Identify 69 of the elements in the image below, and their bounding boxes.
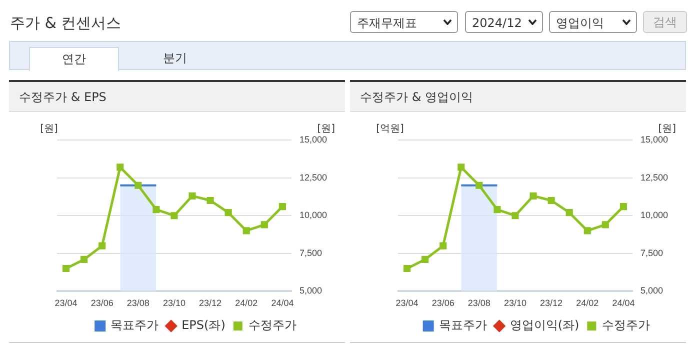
point <box>602 221 609 228</box>
x-tick-label: 23/06 <box>432 298 454 308</box>
x-tick-label: 23/12 <box>540 298 563 308</box>
x-tick-label: 24/04 <box>271 298 294 308</box>
point <box>116 164 124 171</box>
x-tick-label: 23/10 <box>162 298 186 308</box>
x-tick-label: 24/02 <box>576 298 599 308</box>
y2-tick-label: 12,500 <box>640 172 668 182</box>
y2-tick-label: 12,500 <box>299 172 328 182</box>
x-tick-label: 23/04 <box>396 298 418 308</box>
point <box>512 212 519 220</box>
point <box>134 182 142 189</box>
x-tick-label: 24/02 <box>235 298 258 308</box>
point <box>440 242 447 250</box>
legend-label: 목표주가 <box>438 318 487 332</box>
point <box>458 164 465 171</box>
text: 분기 <box>162 50 188 67</box>
x-tick-label: 23/06 <box>90 298 114 308</box>
y2-tick-label: 7,500 <box>640 248 664 258</box>
text: 2024/12 <box>465 11 543 33</box>
legend-label: 영업이익(좌) <box>510 318 580 332</box>
x-tick-label: 23/04 <box>54 298 78 308</box>
chart-title: 수정주가 & 영업이익 <box>350 80 686 112</box>
y2-tick-label: 10,000 <box>299 210 328 220</box>
point <box>530 192 537 200</box>
point <box>170 212 178 220</box>
legend-label: EPS(좌) <box>182 318 226 332</box>
point <box>566 209 573 216</box>
point <box>422 256 429 263</box>
x-tick-label: 23/08 <box>126 298 150 308</box>
chart-title: 수정주가 & EPS <box>9 80 345 112</box>
point <box>494 206 501 214</box>
point <box>620 202 627 210</box>
legend-label: 수정주가 <box>248 318 296 332</box>
y2-tick-label: 10,000 <box>640 210 668 220</box>
point <box>260 221 268 228</box>
point <box>62 264 70 272</box>
point <box>224 209 232 216</box>
y2-tick-label: 5,000 <box>299 286 322 296</box>
y2-tick-label: 5,000 <box>640 286 664 296</box>
point <box>278 202 286 210</box>
x-tick-label: 23/12 <box>199 298 222 308</box>
y2-axis-title: [원] <box>317 124 336 135</box>
text: 주재무제표 <box>350 11 458 33</box>
y2-tick-label: 15,000 <box>299 134 328 144</box>
point <box>152 206 160 214</box>
x-tick-label: 23/10 <box>504 298 526 308</box>
text: 주가 & 컨센서스 <box>10 14 122 33</box>
x-tick-label: 24/04 <box>612 298 635 308</box>
point <box>80 256 88 263</box>
legend-label: 목표주가 <box>110 318 159 332</box>
text: 연간 <box>29 47 119 71</box>
y2-axis-title: [원] <box>658 124 676 135</box>
y2-tick-label: 7,500 <box>299 248 322 258</box>
legend-label: 수정주가 <box>602 318 650 332</box>
point <box>584 227 591 234</box>
point <box>188 192 196 200</box>
y-axis-title: [억원] <box>376 124 404 135</box>
point <box>242 227 250 234</box>
y2-tick-label: 15,000 <box>640 134 668 144</box>
point <box>476 182 483 189</box>
x-tick-label: 23/08 <box>468 298 490 308</box>
y-axis-title: [원] <box>40 124 58 135</box>
point <box>403 264 411 272</box>
text: 검색 <box>643 11 687 33</box>
point <box>98 242 106 250</box>
point <box>206 196 214 204</box>
text: 영업이익 <box>549 11 637 33</box>
point <box>548 196 555 204</box>
